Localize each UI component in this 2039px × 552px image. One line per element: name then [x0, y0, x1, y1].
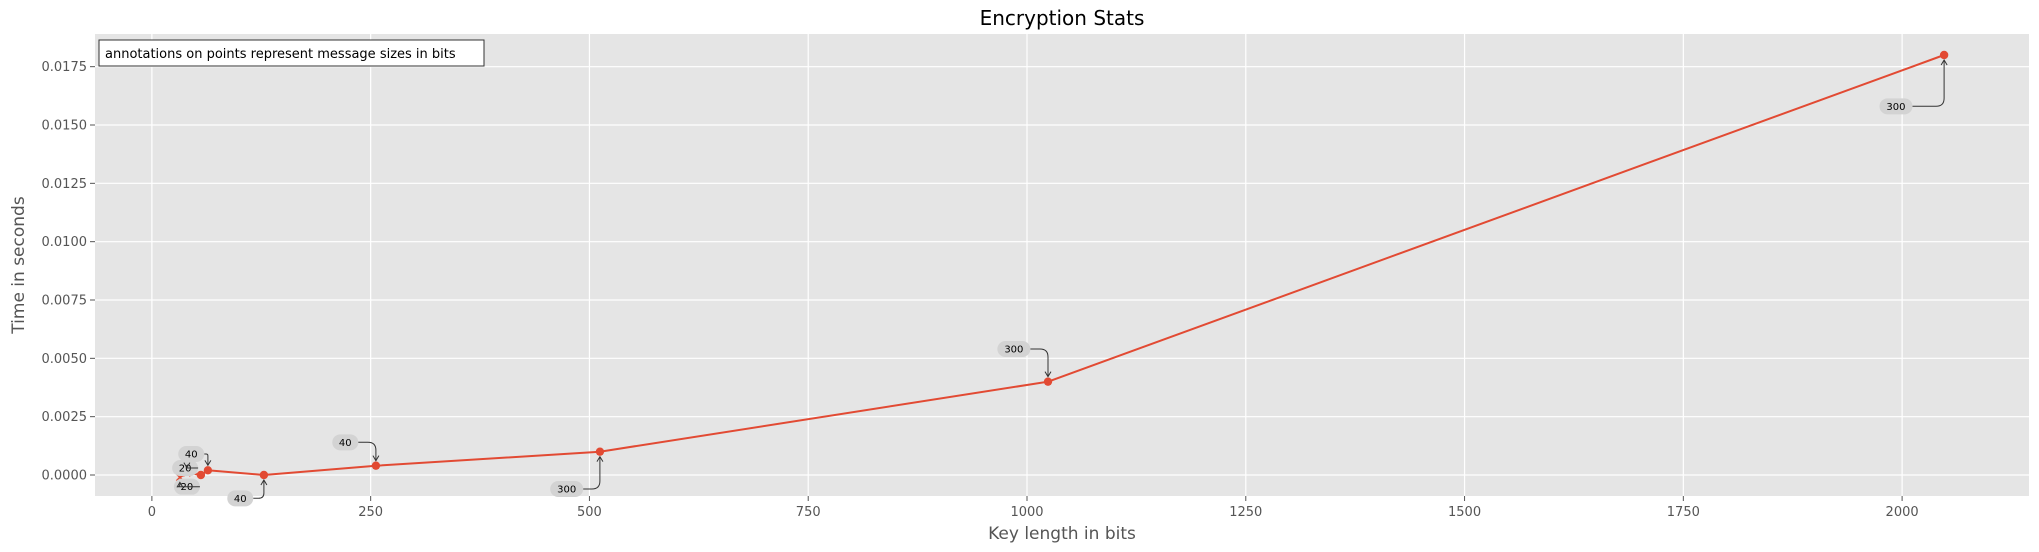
point-annotation: 40 — [332, 434, 380, 462]
annotation-arrowhead — [204, 460, 212, 467]
y-axis-ticks: 0.0000 0.0025 0.0050 0.0075 0.0100 0.0125 0.01… — [42, 60, 95, 484]
annotation-bubble — [172, 460, 199, 476]
annotation-arrow — [358, 441, 377, 461]
annotation-arrowhead — [596, 455, 604, 462]
annotation-arrowhead — [176, 481, 184, 488]
annotation-arrow — [253, 480, 265, 499]
annotation-label: 20 — [179, 464, 192, 475]
y-tick-label: 0.0150 — [42, 119, 88, 134]
point-annotation: 300 — [997, 341, 1052, 378]
x-tick-label: 250 — [358, 505, 383, 520]
annotation-bubble — [178, 446, 205, 462]
x-tick-label: 0 — [148, 505, 156, 520]
annotation-label: 40 — [339, 438, 352, 449]
plot-background — [95, 34, 2029, 496]
annotations-layer: 20 20 40 40 40 300 300 300 — [172, 59, 1948, 507]
annotation-label: 20 — [181, 482, 194, 493]
y-tick-label: 0.0175 — [42, 60, 88, 75]
data-point — [203, 466, 213, 475]
annotation-arrow — [1912, 60, 1945, 107]
annotation-arrowhead — [1044, 371, 1052, 378]
x-tick-label: 1750 — [1667, 505, 1700, 520]
annotation-label: 40 — [185, 450, 198, 461]
annotation-arrow — [583, 456, 601, 490]
x-axis-label: Key length in bits — [988, 524, 1136, 544]
data-point — [259, 470, 269, 480]
y-axis-label: Time in seconds — [9, 196, 29, 335]
point-annotation: 300 — [550, 455, 604, 497]
annotation-bubble — [1879, 98, 1913, 115]
chart-title: Encryption Stats — [980, 6, 1145, 30]
y-tick-label: 0.0025 — [42, 410, 88, 425]
data-point — [196, 470, 206, 480]
data-point — [595, 447, 605, 456]
x-tick-label: 1500 — [1448, 505, 1481, 520]
annotation-arrowhead — [1940, 59, 1948, 66]
annotation-arrow — [1030, 348, 1049, 377]
annotation-arrowhead — [260, 479, 268, 486]
y-tick-label: 0.0075 — [42, 294, 88, 309]
annotation-bubble — [332, 434, 359, 451]
grid-lines — [95, 34, 2029, 496]
annotation-arrow — [204, 453, 209, 466]
annotation-bubble — [550, 481, 584, 497]
annotation-bubble — [227, 490, 254, 507]
annotation-arrowhead — [372, 455, 380, 462]
y-tick-label: 0.0125 — [42, 177, 88, 192]
annotation-arrowhead — [183, 462, 191, 469]
point-annotation: 20 — [173, 478, 200, 495]
annotation-label: 40 — [234, 494, 247, 505]
point-annotation: 300 — [1879, 59, 1948, 115]
point-annotation: 40 — [178, 446, 212, 467]
point-annotation: 20 — [172, 460, 199, 476]
point-annotation: 40 — [227, 479, 268, 507]
annotation-label: 300 — [1004, 345, 1023, 356]
annotation-bubble — [997, 341, 1031, 357]
annotation-label: 300 — [1886, 102, 1905, 113]
x-tick-label: 1250 — [1229, 505, 1262, 520]
x-tick-label: 1000 — [1010, 505, 1043, 520]
data-point — [371, 461, 381, 470]
annotation-label: 300 — [557, 485, 576, 496]
note-box: annotations on points represent message … — [98, 39, 485, 67]
note-text: annotations on points represent message … — [105, 47, 456, 62]
y-tick-label: 0.0100 — [42, 235, 88, 250]
x-axis-ticks: 0 250 500 750 1000 1250 1500 1750 2000 — [148, 496, 1919, 520]
x-tick-label: 500 — [577, 505, 602, 520]
data-point — [1043, 377, 1053, 386]
y-tick-label: 0.0000 — [42, 469, 88, 484]
annotation-arrow — [186, 467, 199, 469]
x-tick-label: 2000 — [1886, 505, 1919, 520]
y-tick-label: 0.0050 — [42, 352, 88, 367]
x-tick-label: 750 — [796, 505, 821, 520]
data-point — [1939, 50, 1949, 60]
